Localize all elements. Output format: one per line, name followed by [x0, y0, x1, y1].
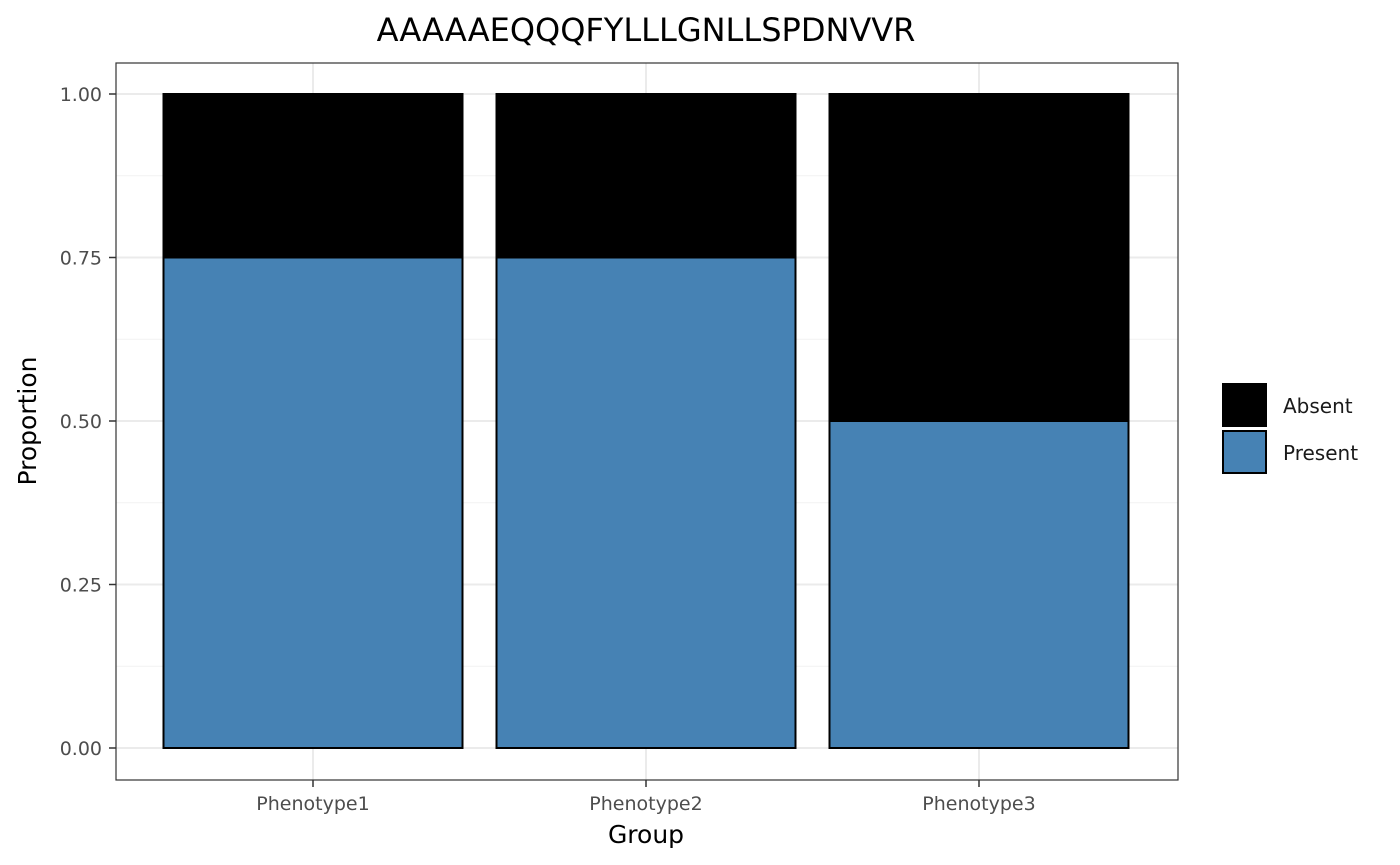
x-axis: Phenotype1 Phenotype2 Phenotype3 — [256, 780, 1036, 815]
chart-title: AAAAAEQQQFYLLLGNLLSPDNVVR — [377, 11, 916, 49]
legend-key-present — [1222, 430, 1267, 474]
legend: Absent Present — [1222, 383, 1358, 474]
bar-absent-phenotype1 — [162, 93, 464, 259]
legend-label-present: Present — [1283, 441, 1358, 465]
x-axis-title: Group — [608, 820, 684, 849]
y-tick-label: 1.00 — [60, 84, 102, 106]
x-tick-label: Phenotype1 — [256, 793, 369, 815]
bar-present-phenotype3 — [828, 420, 1130, 749]
bars — [162, 93, 1130, 749]
bar-present-phenotype2 — [495, 256, 797, 749]
x-tick-label: Phenotype3 — [922, 793, 1035, 815]
y-axis: 0.00 0.25 0.50 0.75 1.00 — [60, 84, 116, 760]
y-tick-label: 0.75 — [60, 248, 102, 270]
x-tick-label: Phenotype2 — [589, 793, 702, 815]
y-axis-title: Proportion — [13, 357, 42, 486]
bar-present-phenotype1 — [162, 256, 464, 749]
y-tick-label: 0.25 — [60, 575, 102, 597]
legend-label-absent: Absent — [1283, 394, 1353, 418]
bar-absent-phenotype2 — [495, 93, 797, 259]
bar-absent-phenotype3 — [828, 93, 1130, 422]
legend-key-absent — [1222, 383, 1267, 427]
y-tick-label: 0.50 — [60, 411, 102, 433]
y-tick-label: 0.00 — [60, 738, 102, 760]
